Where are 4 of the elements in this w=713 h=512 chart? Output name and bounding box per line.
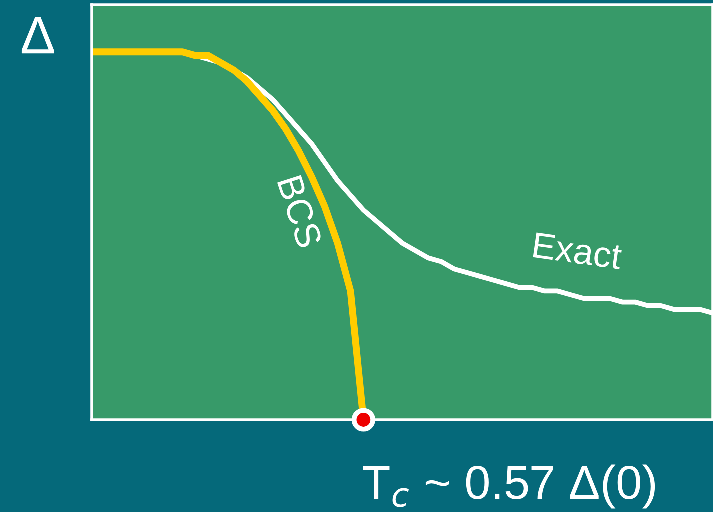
text: BCS [277,175,323,250]
text: Exact [533,232,623,270]
text: T$_{c}$ ~ 0.57 Δ(0) [363,464,656,509]
y-axis-title: Δ [22,17,54,54]
